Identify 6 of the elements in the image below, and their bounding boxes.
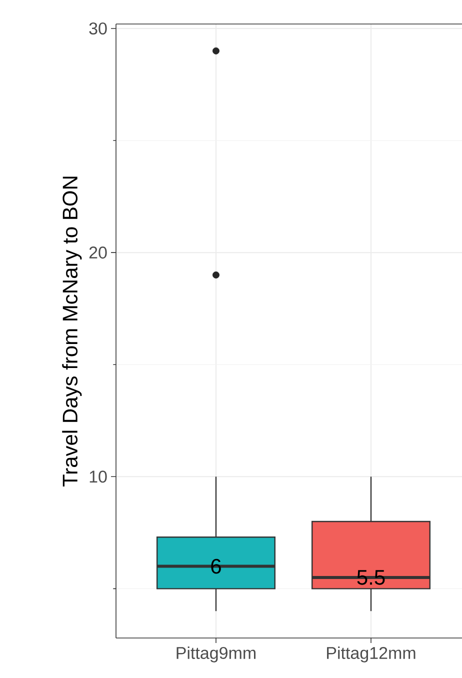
y-tick-label: 20 (89, 246, 107, 259)
y-tick-label: 30 (89, 22, 107, 35)
y-tick-label: 10 (90, 470, 107, 483)
x-tick-label: Pittag12mm (327, 646, 416, 662)
x-tick-label: Pittag9mm (176, 646, 256, 662)
y-axis-title: Travel Days from McNary to BON (62, 176, 82, 486)
